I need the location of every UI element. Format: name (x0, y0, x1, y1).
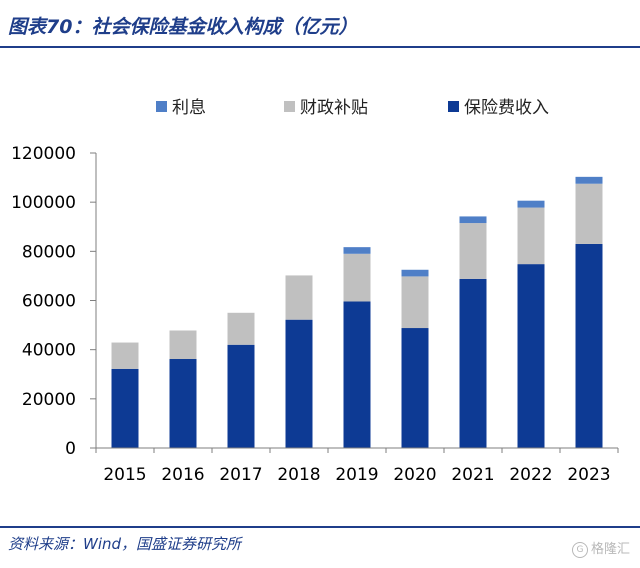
bar-segment-series-0 (227, 344, 255, 448)
bar-segment-series-1 (111, 342, 139, 369)
legend-label: 保险费收入 (464, 98, 549, 118)
y-tick-label: 0 (65, 439, 76, 459)
legend-swatch (284, 101, 295, 112)
bar-segment-series-1 (169, 330, 197, 360)
title-rule (0, 46, 640, 48)
legend-label: 利息 (172, 98, 206, 118)
bar-segment-series-0 (401, 328, 429, 448)
bar-segment-series-1 (575, 183, 603, 244)
bar-segment-series-0 (575, 243, 603, 448)
x-tick-label: 2023 (567, 465, 610, 485)
bar-segment-series-1 (227, 312, 255, 345)
bar-segment-series-1 (401, 276, 429, 329)
bar-segment-series-2 (517, 200, 545, 208)
bar-segment-series-2 (343, 247, 371, 254)
bar-segment-series-0 (111, 368, 139, 448)
bars (111, 176, 603, 448)
x-tick-label: 2019 (335, 465, 378, 485)
x-tick-label: 2018 (277, 465, 320, 485)
y-tick-label: 20000 (22, 390, 76, 410)
legend-swatch (448, 101, 459, 112)
x-tick-label: 2022 (509, 465, 552, 485)
bar-segment-series-0 (459, 278, 487, 448)
y-tick-label: 40000 (22, 341, 76, 361)
legend: 利息 财政补贴 保险费收入 (156, 98, 549, 118)
y-tick-label: 120000 (11, 144, 76, 164)
x-tick-label: 2017 (219, 465, 262, 485)
figure-title: 图表70：社会保险基金收入构成（亿元） (8, 16, 358, 38)
watermark-logo: G 格隆汇 (571, 538, 630, 558)
y-axis: 0 20000 40000 60000 80000 100000 120000 (11, 144, 97, 459)
y-tick-label: 100000 (11, 193, 76, 213)
x-axis: 2015 2016 2017 2018 2019 2020 2021 2022 2023 (95, 447, 619, 485)
bar-segment-series-1 (285, 275, 313, 320)
bar-segment-series-2 (459, 216, 487, 224)
x-tick-label: 2015 (103, 465, 146, 485)
y-tick-label: 60000 (22, 292, 76, 312)
legend-label: 财政补贴 (300, 98, 368, 118)
source-note: 资料来源：Wind，国盛证券研究所 (8, 535, 242, 553)
bar-segment-series-0 (169, 359, 197, 448)
bar-segment-series-2 (575, 176, 603, 184)
y-tick-label: 80000 (22, 242, 76, 262)
bar-segment-series-2 (401, 269, 429, 277)
bar-segment-series-1 (343, 253, 371, 302)
legend-swatch (156, 101, 167, 112)
x-tick-label: 2020 (393, 465, 436, 485)
x-tick-label: 2021 (451, 465, 494, 485)
x-tick-label: 2016 (161, 465, 204, 485)
bar-segment-series-1 (459, 223, 487, 279)
watermark-ring-icon: G (571, 541, 588, 558)
bar-segment-series-0 (285, 319, 313, 448)
watermark-text: 格隆汇 (590, 542, 630, 557)
bar-segment-series-1 (517, 207, 545, 265)
stacked-bar-chart: 利息 财政补贴 保险费收入 0 20000 40000 60000 80000 100000 1… (11, 98, 619, 485)
bar-segment-series-0 (343, 301, 371, 448)
source-rule (0, 526, 640, 528)
bar-segment-series-0 (517, 264, 545, 448)
